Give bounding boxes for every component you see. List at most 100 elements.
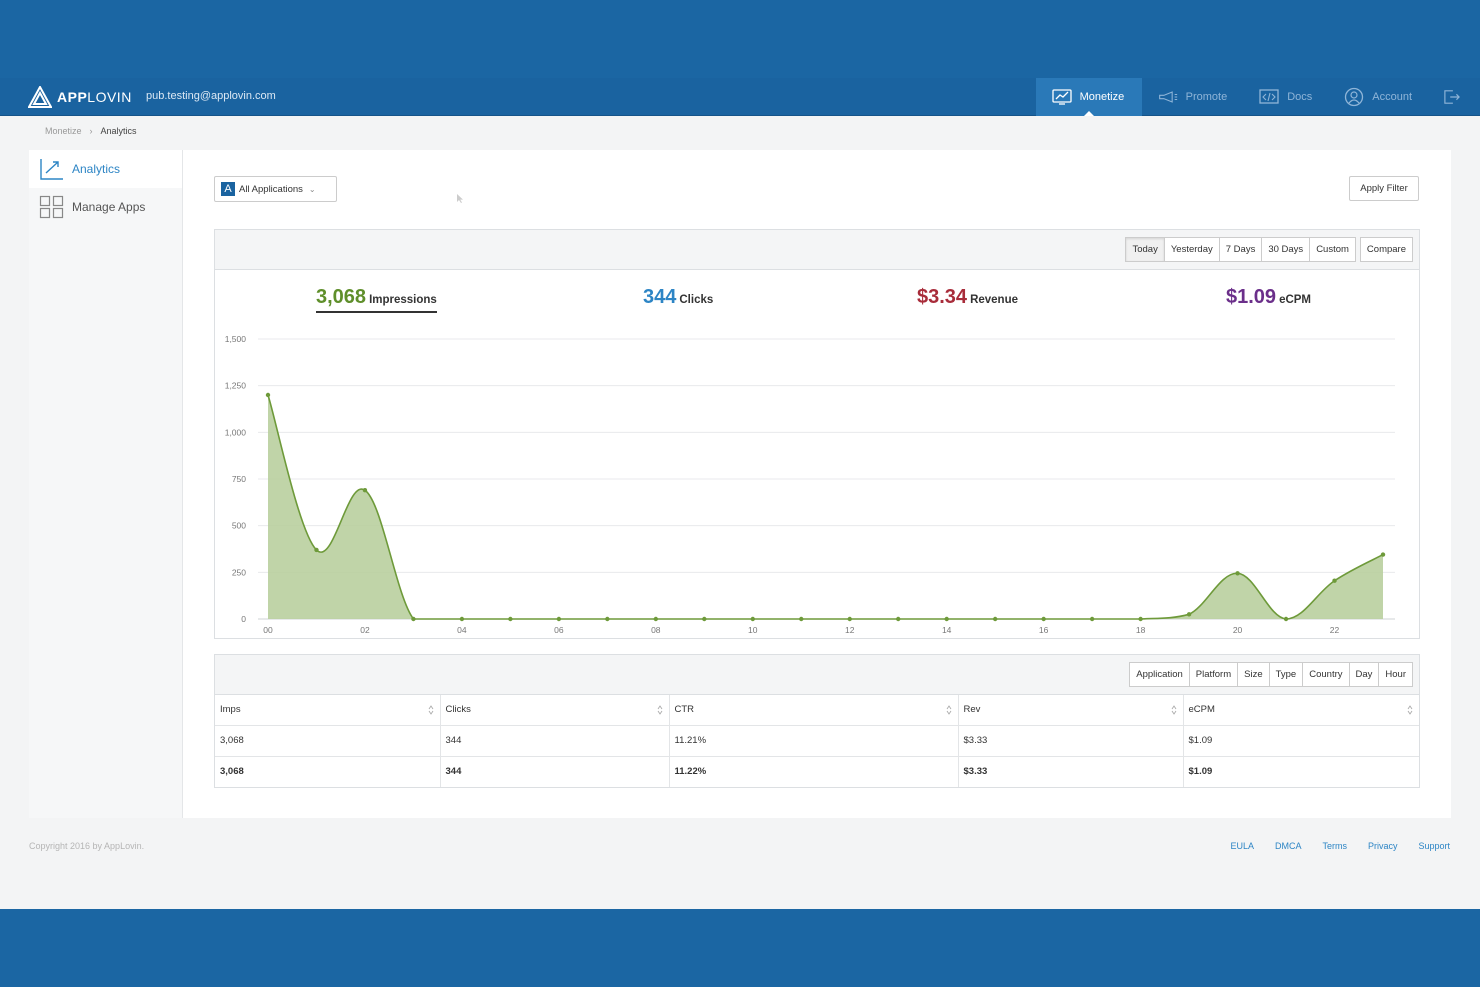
data-point <box>459 616 465 622</box>
date-range-custom[interactable]: Custom <box>1309 237 1356 262</box>
table-header-row: Imps Clicks CTR Rev eCPM <box>215 695 1419 726</box>
breakdown-country[interactable]: Country <box>1302 662 1350 687</box>
data-point <box>265 392 271 398</box>
metric-impressions[interactable]: 3,068 Impressions <box>316 286 437 313</box>
nav-monetize[interactable]: Monetize <box>1035 78 1142 116</box>
sort-icon <box>1171 705 1176 715</box>
x-tick-label: 14 <box>942 625 952 635</box>
user-email: pub.testing@applovin.com <box>146 90 276 102</box>
sort-icon <box>946 705 951 715</box>
table-row: 3,068 344 11.21% $3.33 $1.09 <box>215 725 1419 757</box>
metric-revenue[interactable]: $3.34 Revenue <box>917 286 1018 309</box>
breakdown-day[interactable]: Day <box>1348 662 1380 687</box>
metric-label: Revenue <box>970 294 1018 306</box>
column-header-ctr[interactable]: CTR <box>669 695 959 726</box>
data-point <box>896 616 901 622</box>
data-point <box>1332 578 1337 583</box>
date-range-7-days[interactable]: 7 Days <box>1218 237 1263 262</box>
column-header-clicks[interactable]: Clicks <box>440 695 670 726</box>
x-tick-label: 02 <box>360 625 370 635</box>
table-cell: 3,068 <box>215 725 441 757</box>
table-panel: Application Platform Size Type Country D… <box>214 654 1420 788</box>
date-range-today[interactable]: Today <box>1125 237 1165 262</box>
metric-value: $1.09 <box>1226 286 1277 308</box>
table-total-cell: 11.22% <box>669 756 959 787</box>
nav-promote[interactable]: Promote <box>1142 78 1244 116</box>
stats-table: Imps Clicks CTR Rev eCPM 3,068 344 11.21… <box>215 695 1419 787</box>
main-content: A All Applications ⌄ Apply Filter Today … <box>183 150 1451 818</box>
metrics-row: 3,068 Impressions 344 Clicks $3.34 Reven… <box>215 270 1419 325</box>
app-badge-icon: A <box>221 182 235 196</box>
footer-link-privacy[interactable]: Privacy <box>1367 841 1398 851</box>
y-tick-label: 0 <box>241 614 246 624</box>
nav-docs[interactable]: Docs <box>1243 78 1328 116</box>
table-cell: 11.21% <box>669 725 959 757</box>
chevron-down-icon: ⌄ <box>308 184 316 194</box>
metric-label: Impressions <box>369 294 437 306</box>
sidebar-item-manage-apps[interactable]: Manage Apps <box>29 188 182 226</box>
logout-button[interactable] <box>1428 78 1480 116</box>
metric-clicks[interactable]: 344 Clicks <box>643 286 713 309</box>
mouse-cursor-icon <box>457 194 463 203</box>
application-select[interactable]: A All Applications ⌄ <box>214 176 337 202</box>
breakdown-platform[interactable]: Platform <box>1188 662 1239 687</box>
chart-panel-header: Today Yesterday 7 Days 30 Days Custom Co… <box>215 230 1419 270</box>
x-tick-label: 04 <box>457 625 467 635</box>
breakdown-size[interactable]: Size <box>1237 662 1270 687</box>
breakdown-application[interactable]: Application <box>1129 662 1190 687</box>
metric-value: 3,068 <box>316 286 367 308</box>
y-tick-label: 1,500 <box>225 334 247 344</box>
nav-account[interactable]: Account <box>1328 78 1428 116</box>
nav-label: Promote <box>1185 91 1228 103</box>
data-point <box>1380 552 1386 557</box>
column-header-imps[interactable]: Imps <box>215 695 441 726</box>
x-tick-label: 10 <box>748 625 758 635</box>
breadcrumb-parent[interactable]: Monetize <box>45 126 82 136</box>
x-tick-label: 00 <box>263 625 273 635</box>
data-point <box>1283 616 1289 622</box>
table-total-cell: $1.09 <box>1188 766 1213 778</box>
y-tick-label: 1,250 <box>225 381 247 391</box>
column-header-ecpm[interactable]: eCPM <box>1183 695 1419 726</box>
column-header-rev[interactable]: Rev <box>958 695 1184 726</box>
page-body: Monetize › Analytics Analytics Manage Ap… <box>0 116 1480 909</box>
sort-icon <box>428 705 433 715</box>
data-point <box>702 616 707 622</box>
apply-filter-button[interactable]: Apply Filter <box>1349 176 1419 201</box>
series-line <box>267 394 1384 620</box>
y-tick-label: 750 <box>232 474 246 484</box>
footer-link-terms[interactable]: Terms <box>1322 841 1347 851</box>
y-tick-label: 250 <box>232 567 246 577</box>
date-range-30-days[interactable]: 30 Days <box>1261 237 1311 262</box>
table-total-cell: 344 <box>440 756 670 787</box>
x-tick-label: 22 <box>1330 625 1340 635</box>
breakdown-type[interactable]: Type <box>1268 662 1304 687</box>
footer-link-support[interactable]: Support <box>1418 841 1450 851</box>
nav-label: Docs <box>1287 91 1313 103</box>
copyright: Copyright 2016 by AppLovin. <box>29 841 145 851</box>
monetize-icon <box>1051 89 1072 105</box>
data-point <box>1041 616 1046 622</box>
application-select-value: All Applications <box>239 183 303 195</box>
metric-label: eCPM <box>1279 294 1312 306</box>
breakdown-hour[interactable]: Hour <box>1378 662 1413 687</box>
table-cell: $1.09 <box>1183 725 1419 757</box>
impressions-chart: 0 250 500 750 1,000 1,250 1,500 00 02 04 06 08 10 12 1… <box>225 334 1395 635</box>
data-point <box>750 616 755 622</box>
footer-link-dmca[interactable]: DMCA <box>1274 841 1302 851</box>
compare-button[interactable]: Compare <box>1359 237 1413 262</box>
grid-icon <box>39 195 64 219</box>
date-range-yesterday[interactable]: Yesterday <box>1163 237 1220 262</box>
metric-label: Clicks <box>679 294 714 306</box>
sort-icon <box>657 705 662 715</box>
data-point <box>314 547 319 553</box>
sidebar-item-analytics[interactable]: Analytics <box>29 150 182 188</box>
metric-ecpm[interactable]: $1.09 eCPM <box>1226 286 1311 309</box>
y-tick-label: 500 <box>232 521 246 531</box>
table-panel-header: Application Platform Size Type Country D… <box>215 655 1419 695</box>
megaphone-icon <box>1158 91 1177 103</box>
data-point <box>1138 616 1143 622</box>
applovin-logo[interactable]: APPLOVIN <box>28 85 132 109</box>
footer-link-eula[interactable]: EULA <box>1230 841 1254 851</box>
x-tick-label: 08 <box>651 625 661 635</box>
